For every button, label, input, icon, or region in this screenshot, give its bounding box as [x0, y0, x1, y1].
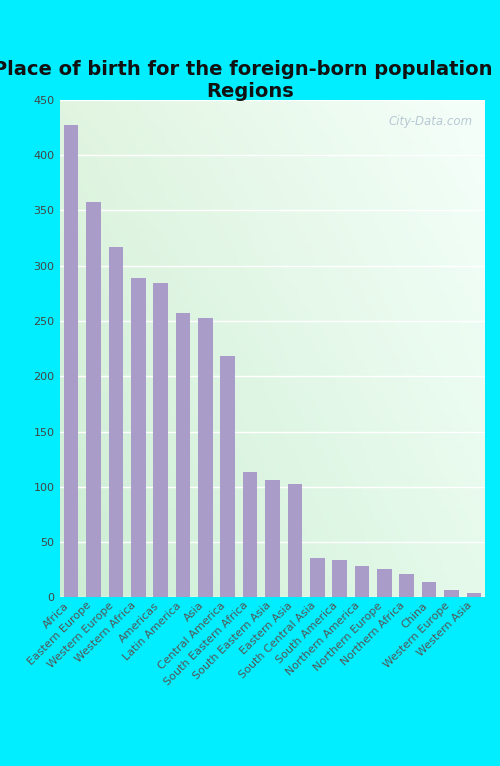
Bar — [444, 590, 458, 597]
Bar — [176, 313, 190, 597]
Bar — [154, 283, 168, 597]
Bar — [220, 356, 235, 597]
Bar — [377, 568, 392, 597]
Bar — [310, 558, 324, 597]
Bar — [466, 593, 481, 597]
Bar — [198, 318, 212, 597]
Bar — [131, 278, 146, 597]
Text: City-Data.com: City-Data.com — [388, 115, 472, 127]
Bar — [400, 574, 414, 597]
Bar — [86, 202, 101, 597]
Bar — [288, 483, 302, 597]
Bar — [265, 480, 280, 597]
Bar — [243, 473, 258, 597]
Bar — [332, 560, 347, 597]
Bar — [354, 567, 369, 597]
Bar — [422, 582, 436, 597]
Text: Place of birth for the foreign-born population -
Regions: Place of birth for the foreign-born popu… — [0, 60, 500, 101]
Bar — [108, 247, 123, 597]
Bar — [64, 125, 78, 597]
